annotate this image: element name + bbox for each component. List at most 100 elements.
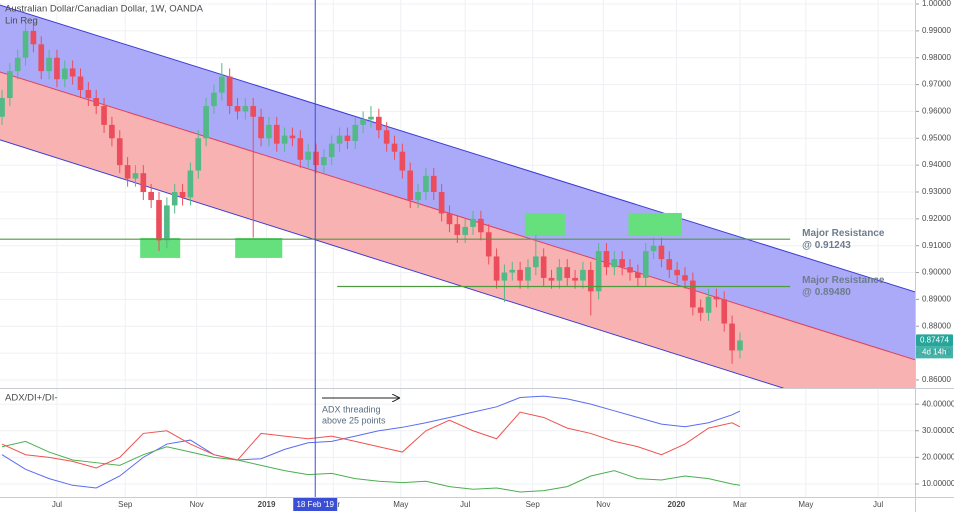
candle-body xyxy=(697,307,704,313)
resistance-label: Major Resistance xyxy=(802,275,885,286)
candle-body xyxy=(462,226,468,235)
candle-body xyxy=(281,135,288,144)
candle-body xyxy=(682,275,688,281)
y-tick-label: 0.89000 xyxy=(922,295,951,304)
resistance-label: @ 0.91243 xyxy=(802,240,851,251)
annotation: ADX threading xyxy=(322,404,381,414)
candle-body xyxy=(46,57,52,72)
resistance-label: @ 0.89480 xyxy=(802,287,851,298)
candle-body xyxy=(54,57,60,80)
adx-title: ADX/DI+/DI- xyxy=(5,393,58,404)
x-tick-label: Nov xyxy=(596,500,610,509)
y-tick-label: 0.95000 xyxy=(922,133,951,142)
candle-body xyxy=(564,267,571,278)
candle-body xyxy=(218,76,225,93)
candle-body xyxy=(203,106,209,139)
candle-body xyxy=(140,173,147,192)
candle-body xyxy=(509,269,516,273)
indicator-label: Lin Reg xyxy=(5,16,38,27)
x-tick-label: 2019 xyxy=(258,500,276,509)
candle-body xyxy=(721,299,728,324)
zone xyxy=(140,237,181,258)
candle-body xyxy=(69,68,76,77)
resistance-label: Major Resistance xyxy=(802,228,885,239)
y-tick-label: 0.96000 xyxy=(922,107,951,116)
x-tick-label: May xyxy=(798,500,813,509)
candle-body xyxy=(383,130,390,144)
candle-body xyxy=(148,191,154,201)
candle-body xyxy=(713,296,720,300)
y-tick-label: 0.97000 xyxy=(922,80,951,89)
candle-body xyxy=(454,224,461,235)
date-marker-tag xyxy=(293,498,338,511)
candle-body xyxy=(493,256,500,281)
candle-body xyxy=(211,92,217,107)
y-tick-label: 0.92000 xyxy=(922,214,951,223)
candle-body xyxy=(658,245,665,260)
annotation: above 25 points xyxy=(322,415,386,425)
price-axis: 0.860000.870000.880000.890000.900000.910… xyxy=(915,0,953,384)
x-tick-label: 2020 xyxy=(667,500,685,509)
candle-body xyxy=(548,277,555,281)
zone xyxy=(524,212,565,236)
candle-body xyxy=(344,135,351,141)
candle-body xyxy=(501,272,508,281)
candle-body xyxy=(470,218,476,227)
candle-body xyxy=(438,191,445,214)
candle-body xyxy=(580,269,586,281)
candle-body xyxy=(93,98,100,107)
candle-body xyxy=(273,124,280,144)
candle-body xyxy=(124,165,131,179)
candle-body xyxy=(14,57,21,72)
candle-body xyxy=(77,76,84,90)
channel-line xyxy=(0,4,915,293)
candle-body xyxy=(85,89,92,99)
zone xyxy=(628,212,682,236)
date-marker-label: 18 Feb '19 xyxy=(296,500,334,509)
y-tick-label: 0.99000 xyxy=(922,26,951,35)
candle-body xyxy=(171,191,178,206)
x-tick-label: Nov xyxy=(190,500,204,509)
candle-body xyxy=(650,245,657,252)
last-price-label: 0.87474 xyxy=(920,335,949,344)
candle-body xyxy=(572,277,578,281)
candle-body xyxy=(737,340,743,351)
candle-body xyxy=(587,269,594,292)
candle-body xyxy=(156,200,162,241)
candle-body xyxy=(611,259,618,268)
x-tick-label: Sep xyxy=(526,500,541,509)
y-tick-label: 0.88000 xyxy=(922,321,951,330)
y-tick-label: 0.94000 xyxy=(922,160,951,169)
candle-body xyxy=(179,191,186,198)
candle-body xyxy=(234,106,241,112)
candle-body xyxy=(627,267,633,273)
y-tick-label: 0.93000 xyxy=(922,187,951,196)
candle-body xyxy=(321,157,327,166)
channel-line xyxy=(0,71,915,361)
candle-body xyxy=(540,256,547,278)
candle-body xyxy=(368,116,374,120)
adx-plot xyxy=(1,395,741,493)
candle-body xyxy=(729,323,735,351)
indicator-line xyxy=(1,411,741,469)
channel-line xyxy=(0,139,785,388)
last-price-tag xyxy=(916,334,953,347)
candle-body xyxy=(556,267,563,281)
candle-body xyxy=(226,76,233,107)
candle-body xyxy=(30,30,37,45)
x-tick-label: May xyxy=(393,500,408,509)
candle-body xyxy=(635,272,641,278)
x-tick-label: Mar xyxy=(733,500,747,509)
y-tick-label: 0.91000 xyxy=(922,241,951,250)
chart-title: Australian Dollar/Canadian Dollar, 1W, O… xyxy=(5,4,204,15)
price-plot xyxy=(0,4,915,388)
candle-body xyxy=(603,251,610,268)
candle-body xyxy=(525,267,531,281)
candle-body xyxy=(109,124,115,139)
candle-body xyxy=(360,119,366,125)
